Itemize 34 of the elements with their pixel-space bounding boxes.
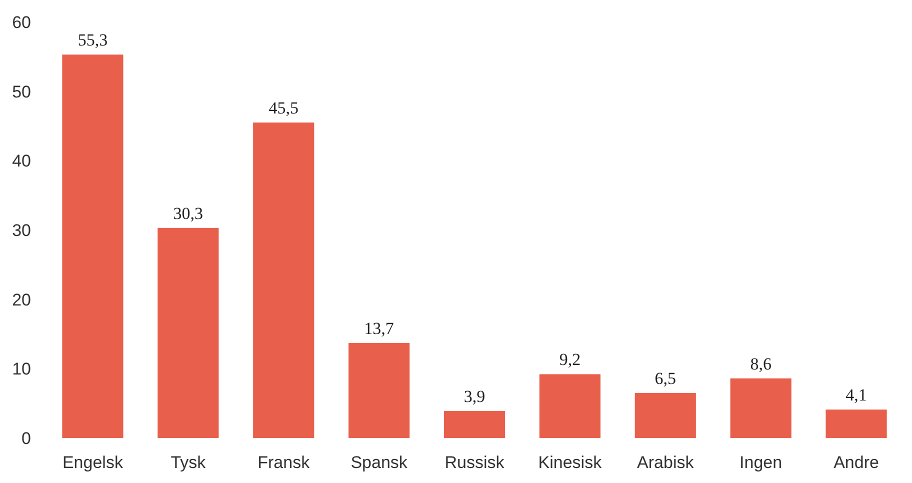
data-label: 55,3 <box>78 30 108 50</box>
y-tick-label: 0 <box>22 428 31 448</box>
data-label: 30,3 <box>173 204 204 223</box>
data-label: 4,1 <box>846 386 867 405</box>
bar <box>444 410 506 438</box>
bar <box>539 374 600 438</box>
bar <box>62 54 124 438</box>
data-label: 13,7 <box>364 319 394 338</box>
bar <box>158 228 219 438</box>
data-label: 8,6 <box>750 354 772 374</box>
x-tick-label: Engelsk <box>62 453 124 472</box>
x-tick-label: Arabisk <box>637 453 694 472</box>
y-tick-label: 10 <box>12 360 31 379</box>
data-label: 9,2 <box>559 350 581 370</box>
x-tick-label: Kinesisk <box>538 453 602 472</box>
x-tick-label: Russisk <box>444 453 505 472</box>
x-tick-label: Spansk <box>350 453 408 472</box>
y-tick-label: 20 <box>12 290 31 310</box>
data-label: 45,5 <box>268 98 298 118</box>
data-label: 3,9 <box>464 386 486 406</box>
bar <box>826 410 887 438</box>
y-tick-label: 60 <box>12 12 31 32</box>
data-label: 6,5 <box>654 368 676 388</box>
bar <box>730 378 792 438</box>
y-tick-label: 30 <box>12 220 31 240</box>
bar <box>348 343 410 438</box>
bar <box>253 122 314 438</box>
y-tick-label: 50 <box>12 82 31 102</box>
x-tick-label: Tysk <box>170 453 206 472</box>
bar <box>634 392 696 438</box>
x-tick-label: Fransk <box>258 453 310 472</box>
x-tick-label: Andre <box>834 453 879 472</box>
y-tick-label: 40 <box>12 152 31 171</box>
x-tick-label: Ingen <box>740 453 782 472</box>
